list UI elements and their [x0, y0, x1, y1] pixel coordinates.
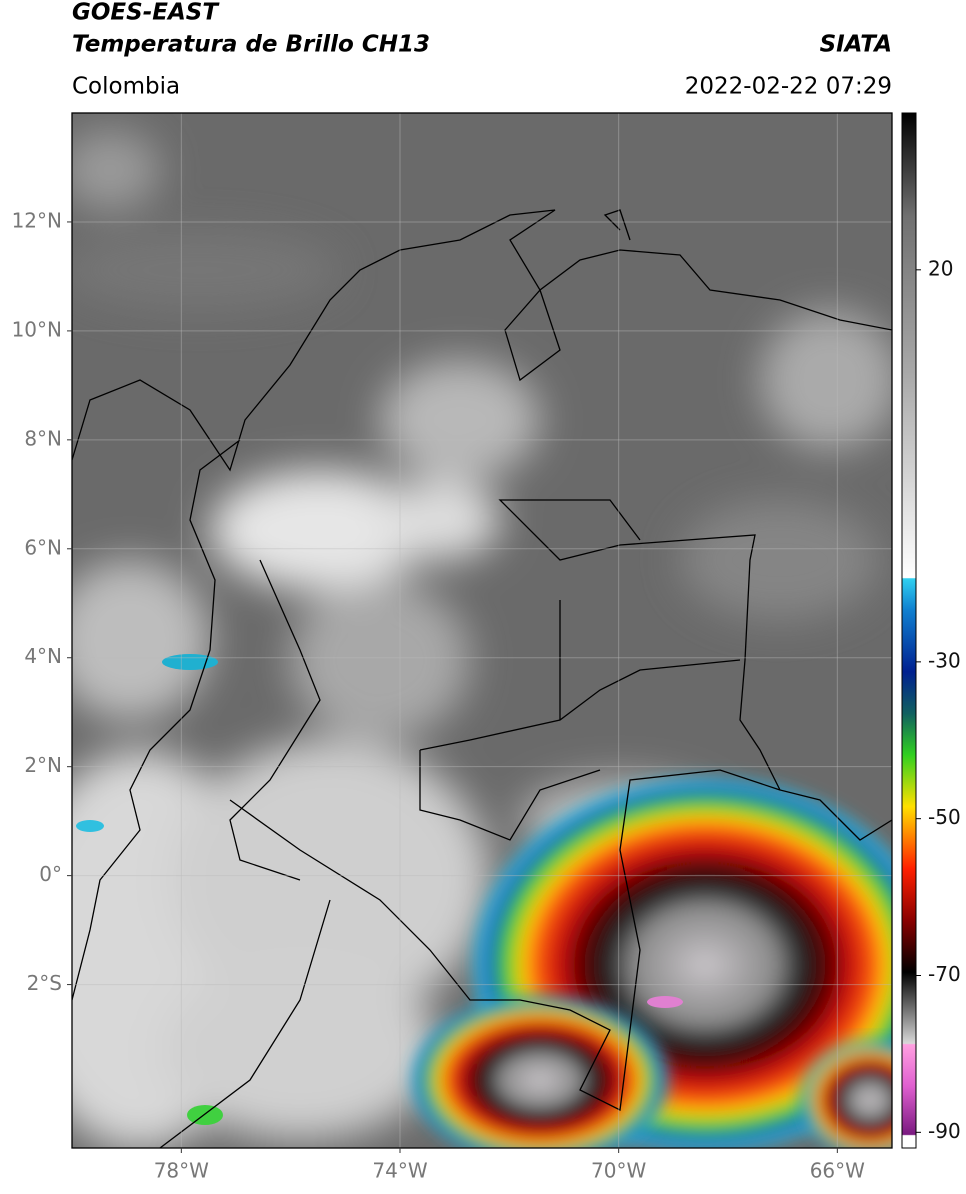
y-tick-label: 10°N: [12, 317, 62, 341]
title: GOES-EAST: [72, 0, 220, 26]
colorbar: [901, 112, 917, 1149]
map-frame: [71, 112, 893, 1149]
y-tick-label: 12°N: [12, 208, 62, 232]
source: SIATA: [820, 32, 892, 58]
colorbar-tick-label: -70: [928, 962, 961, 986]
x-tick-label: 66°W: [810, 1159, 865, 1183]
x-tick-label: 70°W: [591, 1159, 646, 1183]
y-tick-label: 2°N: [24, 753, 62, 777]
colorbar-tick-label: 20: [928, 256, 953, 280]
y-tick-label: 8°N: [24, 426, 62, 450]
x-tick-label: 78°W: [154, 1159, 209, 1183]
y-tick-label: 2°S: [27, 971, 62, 995]
y-tick-label: 0°: [39, 862, 62, 886]
x-tick-label: 74°W: [372, 1159, 427, 1183]
satellite-image: [72, 113, 892, 1148]
subtitle: Temperatura de Brillo CH13: [72, 32, 430, 58]
datetime: 2022-02-22 07:29: [685, 74, 892, 100]
y-tick-label: 4°N: [24, 644, 62, 668]
region: Colombia: [72, 74, 180, 100]
colorbar-tick-label: -90: [928, 1119, 961, 1143]
colorbar-tick-label: -50: [928, 805, 961, 829]
y-tick-label: 6°N: [24, 535, 62, 559]
colorbar-tick-label: -30: [928, 648, 961, 672]
